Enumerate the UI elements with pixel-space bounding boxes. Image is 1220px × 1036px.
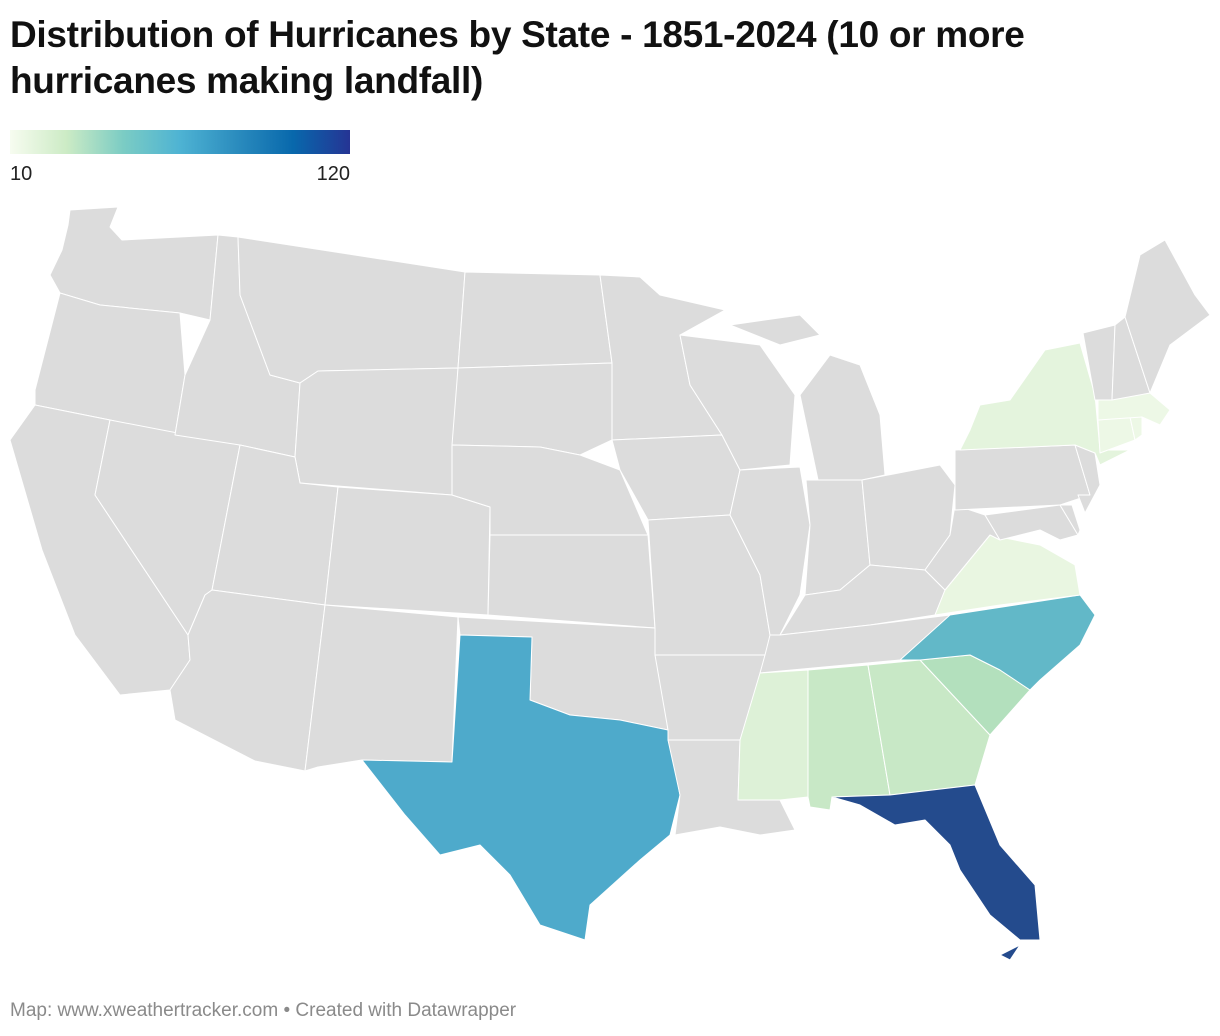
footer-separator: • xyxy=(283,1000,291,1021)
state-pa[interactable]: Pennsylvania xyxy=(954,444,1091,511)
state-co[interactable]: Colorado xyxy=(324,486,491,616)
state-wi[interactable]: Wisconsin xyxy=(679,334,796,471)
legend-max-label: 120 xyxy=(316,163,350,185)
footer-source: Map: www.xweathertracker.com xyxy=(10,1000,279,1021)
state-ks[interactable]: Kansas xyxy=(487,534,656,629)
state-tx[interactable]: Texas xyxy=(361,634,681,941)
footer-credit: Created with Datawrapper xyxy=(295,1000,517,1021)
state-wy[interactable]: Wyoming xyxy=(294,367,459,496)
state-ct[interactable]: Connecticut xyxy=(1097,416,1136,454)
map-footer: Map: www.xweathertracker.com • Created w… xyxy=(10,1000,516,1022)
state-de[interactable]: Delaware xyxy=(1059,504,1081,536)
state-ga[interactable]: Georgia xyxy=(867,659,991,796)
legend-min-label: 10 xyxy=(10,163,33,185)
state-sd[interactable]: South Dakota xyxy=(451,362,613,456)
map-title: Distribution of Hurricanes by State - 18… xyxy=(10,14,1025,101)
state-ny[interactable]: New York xyxy=(959,342,1131,466)
color-legend: 10 120 xyxy=(10,130,350,187)
state-nc[interactable]: North Carolina xyxy=(899,594,1096,691)
state-nm[interactable]: New Mexico xyxy=(304,604,459,772)
state-fl[interactable]: Florida xyxy=(831,784,1041,961)
state-me[interactable]: Maine xyxy=(1124,239,1211,394)
state-mt[interactable]: Montana xyxy=(237,236,466,384)
legend-gradient-bar xyxy=(10,130,350,154)
state-nd[interactable]: North Dakota xyxy=(457,271,613,369)
us-states-map: Washington Oregon California Nevada Idah… xyxy=(9,206,1211,961)
